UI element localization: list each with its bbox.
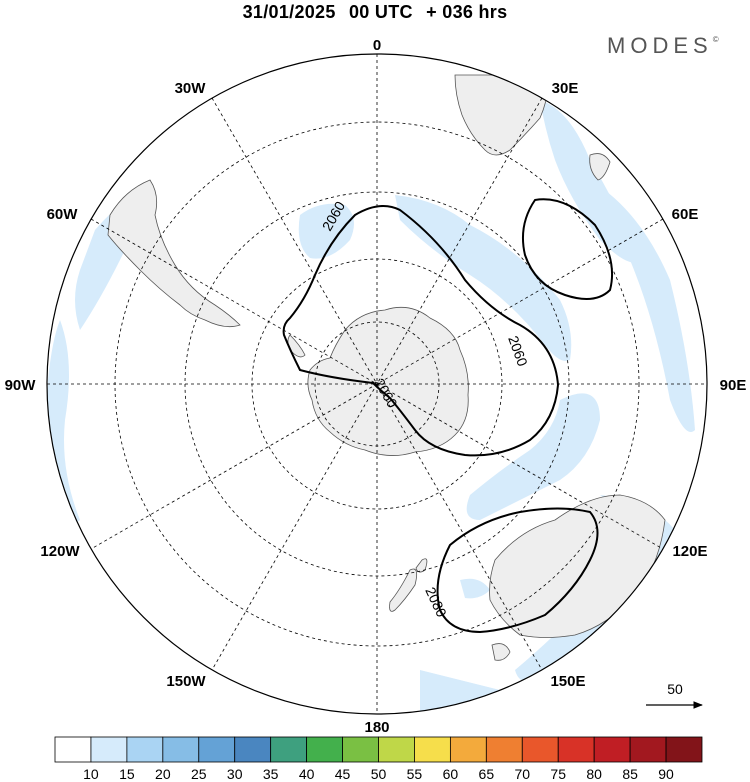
- colorbar-tick-label: 20: [155, 766, 171, 782]
- lon-label-60e: 60E: [672, 206, 699, 223]
- map-content: 2060 2060 2060 2080: [47, 54, 707, 714]
- colorbar: 10 15 20 25 30 35 40 45 50 55 60 65 70 75 80 85 90: [54, 736, 703, 782]
- colorbar-tick-label: 25: [191, 766, 207, 782]
- africa-landmass: [454, 74, 551, 156]
- south-america-landmass: [107, 179, 241, 328]
- colorbar-tick-label: 65: [479, 766, 495, 782]
- colorbar-swatch: [629, 736, 667, 763]
- lon-label-0: 0: [373, 37, 381, 54]
- colorbar-tick-label: 50: [371, 766, 387, 782]
- colorbar-tick-label: 10: [83, 766, 99, 782]
- colorbar-tick-label: 15: [119, 766, 135, 782]
- colorbar-tick-label: 45: [335, 766, 351, 782]
- reference-vector-label: 50: [667, 681, 683, 697]
- colorbar-swatch: [90, 736, 128, 763]
- contour-2080-ring: [522, 198, 614, 300]
- colorbar-tick-label: 60: [443, 766, 459, 782]
- contour-label-4: 2080: [422, 585, 450, 620]
- lon-label-90w: 90W: [5, 377, 37, 394]
- colorbar-swatch: [414, 736, 451, 763]
- colorbar-tick-label: 40: [299, 766, 315, 782]
- lon-label-180: 180: [364, 719, 389, 736]
- map-border: [46, 53, 708, 715]
- colorbar-tick-label: 80: [586, 766, 602, 782]
- colorbar-swatch: [198, 736, 236, 763]
- forecast-lead: + 036 hrs: [426, 2, 508, 22]
- colorbar-swatch: [593, 736, 631, 763]
- lon-label-30e: 30E: [552, 80, 579, 97]
- colorbar-swatch: [342, 736, 379, 763]
- colorbar-swatch: [378, 736, 415, 763]
- colorbar-tick-label: 70: [514, 766, 530, 782]
- new-zealand-landmass: [389, 568, 418, 612]
- colorbar-swatch: [54, 736, 92, 763]
- colorbar-swatch: [521, 736, 559, 763]
- colorbar-tick-label: 55: [407, 766, 423, 782]
- lon-label-150e: 150E: [550, 673, 585, 690]
- map-title: 31/01/2025 00 UTC + 036 hrs: [0, 2, 750, 23]
- forecast-date: 31/01/2025: [242, 2, 336, 22]
- colorbar-tick-label: 35: [263, 766, 279, 782]
- contour-2060-main: [282, 205, 560, 457]
- lon-label-60w: 60W: [47, 206, 79, 223]
- contour-label-2: 2060: [505, 334, 531, 369]
- colorbar-tick-label: 30: [227, 766, 243, 782]
- colorbar-tick-label: 75: [550, 766, 566, 782]
- lon-label-120e: 120E: [672, 543, 707, 560]
- forecast-run: 00 UTC: [349, 2, 413, 22]
- lon-label-120w: 120W: [40, 543, 80, 560]
- colorbar-swatch: [126, 736, 164, 763]
- lon-label-150w: 150W: [166, 673, 206, 690]
- colorbar-swatch: [234, 736, 272, 763]
- colorbar-swatch: [162, 736, 200, 763]
- colorbar-swatch: [665, 736, 703, 763]
- colorbar-tick-label: 85: [622, 766, 638, 782]
- geopotential-contours: [282, 198, 614, 634]
- reference-vector: 50: [646, 681, 703, 709]
- lon-label-30w: 30W: [175, 80, 207, 97]
- lon-label-90e: 90E: [720, 377, 747, 394]
- colorbar-swatch: [449, 736, 487, 763]
- colorbar-swatch: [557, 736, 595, 763]
- colorbar-tick-label: 90: [658, 766, 674, 782]
- contour-2080-australia: [436, 507, 599, 634]
- graticule: [47, 54, 707, 714]
- colorbar-swatch: [306, 736, 343, 763]
- modes-logo: MODES©: [607, 33, 719, 58]
- colorbar-swatch: [485, 736, 523, 763]
- longitude-labels: 0 30E 60E 90E 120E 150E 180 150W 120W 90…: [5, 37, 747, 736]
- colorbar-swatch: [270, 736, 308, 763]
